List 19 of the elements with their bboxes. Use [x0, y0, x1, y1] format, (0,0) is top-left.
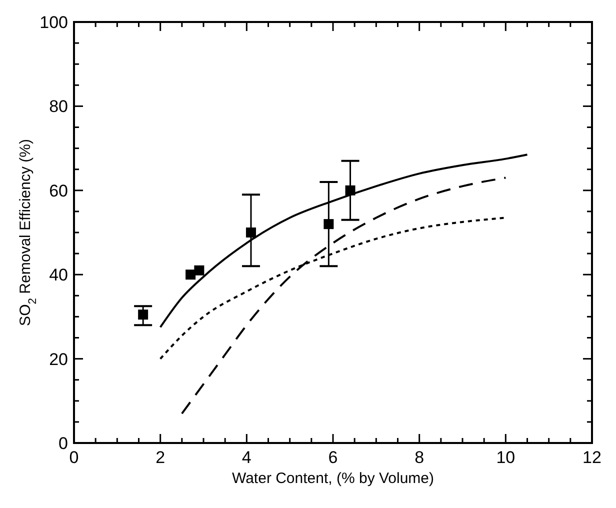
point [246, 228, 256, 238]
x-tick-label: 10 [496, 448, 516, 467]
y-tick-label: 100 [40, 13, 68, 32]
y-tick-label: 20 [49, 350, 68, 369]
point [194, 265, 204, 276]
y-tick-label: 0 [58, 434, 68, 453]
y-tick-label: 60 [49, 181, 68, 200]
x-tick-label: 4 [242, 448, 252, 467]
y-tick-label: 80 [49, 97, 68, 116]
point [324, 219, 334, 230]
x-axis-title: Water Content, (% by Volume) [232, 470, 434, 487]
x-tick-label: 8 [414, 448, 424, 467]
x-tick-label: 12 [582, 448, 602, 467]
point [138, 310, 148, 320]
point [186, 270, 196, 280]
x-tick-label: 6 [328, 448, 338, 467]
y-tick-label: 40 [49, 266, 68, 285]
line-series [159, 154, 528, 328]
x-tick-label: 2 [156, 448, 166, 467]
